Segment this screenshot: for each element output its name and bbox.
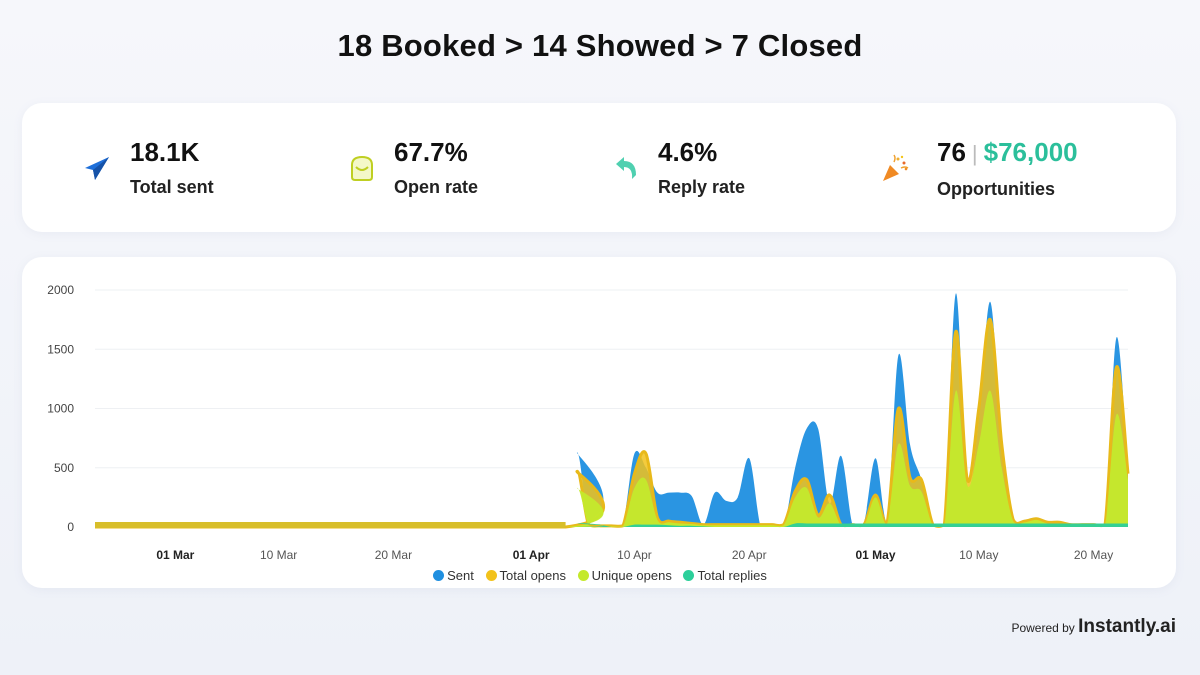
x-tick-label: 10 Apr xyxy=(617,548,652,562)
opportunities-count: 76 xyxy=(937,137,966,167)
series-total-replies-area xyxy=(95,523,1128,527)
legend-label: Total replies xyxy=(697,568,767,583)
powered-by-label: Powered by xyxy=(1011,621,1075,635)
party-popper-icon xyxy=(883,154,909,181)
legend-dot xyxy=(683,570,695,581)
x-tick-label: 01 Mar xyxy=(156,548,194,562)
stat-value: 18.1K xyxy=(130,137,200,167)
divider: | xyxy=(971,141,978,166)
stat-open-rate: 67.7% Open rate xyxy=(394,137,478,198)
x-tick-label: 20 Apr xyxy=(732,548,767,562)
brand-logo: Instantly.ai xyxy=(1078,616,1176,637)
legend-dot xyxy=(433,570,445,581)
stat-reply-rate: 4.6% Reply rate xyxy=(658,137,745,198)
y-tick-label: 1500 xyxy=(47,342,74,356)
legend-item-total-replies[interactable]: Total replies xyxy=(683,568,767,583)
stat-opportunities: 76 | $76,000 Opportunities xyxy=(937,137,1078,200)
y-tick-label: 2000 xyxy=(47,283,74,297)
opportunities-amount: $76,000 xyxy=(983,137,1078,167)
stat-label: Total sent xyxy=(130,177,214,197)
stat-label: Open rate xyxy=(394,177,479,197)
envelope-open-icon xyxy=(351,155,373,181)
x-tick-label: 20 Mar xyxy=(375,548,412,562)
y-tick-label: 0 xyxy=(67,520,74,534)
legend-label: Unique opens xyxy=(591,568,672,583)
powered-by: Powered by Instantly.ai xyxy=(1011,616,1176,638)
x-tick-label: 10 May xyxy=(959,548,998,562)
legend-item-sent[interactable]: Sent xyxy=(433,568,474,583)
x-tick-label: 20 May xyxy=(1074,548,1113,562)
page-title: 18 Booked > 14 Showed > 7 Closed xyxy=(337,28,863,63)
reply-arrow-icon xyxy=(616,157,636,179)
y-tick-label: 500 xyxy=(54,461,74,475)
stat-label: Opportunities xyxy=(937,179,1055,199)
x-tick-label: 01 Apr xyxy=(513,548,550,562)
legend-item-total-opens[interactable]: Total opens xyxy=(485,568,567,583)
stats-card: 18.1K Total sent 67.7% Open rate 4.6% Re… xyxy=(22,103,1176,232)
x-tick-label: 01 May xyxy=(855,548,895,562)
legend-dot xyxy=(485,570,497,581)
chart-legend: Sent Total opens Unique opens Total repl… xyxy=(0,568,1200,583)
stat-value: 76 | $76,000 xyxy=(937,137,1078,169)
x-tick-label: 10 Mar xyxy=(260,548,297,562)
stat-value: 4.6% xyxy=(658,137,718,167)
stat-label: Reply rate xyxy=(658,177,746,197)
stat-total-sent: 18.1K Total sent xyxy=(130,137,214,198)
legend-label: Total opens xyxy=(499,568,567,583)
paper-plane-icon xyxy=(85,157,109,180)
legend-item-unique-opens[interactable]: Unique opens xyxy=(577,568,672,583)
y-tick-label: 1000 xyxy=(47,402,74,416)
stat-value: 67.7% xyxy=(394,137,468,167)
legend-label: Sent xyxy=(447,568,474,583)
legend-dot xyxy=(577,570,589,581)
